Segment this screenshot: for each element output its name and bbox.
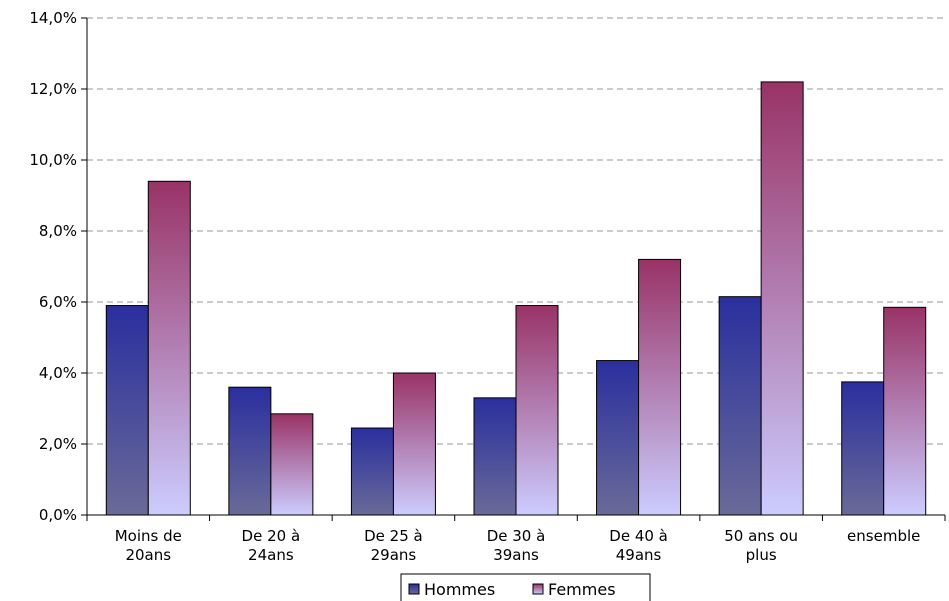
y-tick-label: 6,0%	[39, 293, 77, 311]
bar-femmes	[883, 306, 927, 516]
y-tick-label: 0,0%	[39, 506, 77, 524]
bars	[105, 81, 927, 516]
bar-femmes	[760, 81, 804, 516]
y-tick-label: 14,0%	[29, 9, 77, 27]
x-category-label: De 20 à 24ans	[242, 527, 301, 564]
legend-label-femmes: Femmes	[548, 580, 616, 599]
y-tick-label: 4,0%	[39, 364, 77, 382]
bar-hommes	[105, 305, 149, 516]
y-tick-label: 2,0%	[39, 435, 77, 453]
y-tick-label: 8,0%	[39, 222, 77, 240]
labels: 0,0% 2,0% 4,0% 6,0% 8,0% 10,0% 12,0% 14,0% Moins…	[29, 9, 920, 564]
x-category-label: De 25 à 29ans	[364, 527, 423, 564]
bar-femmes	[147, 180, 191, 516]
bar-hommes	[350, 427, 394, 516]
bar-femmes	[392, 372, 436, 516]
x-category-label: ensemble	[847, 527, 920, 545]
bar-hommes	[718, 296, 762, 516]
y-tick-label: 10,0%	[29, 151, 77, 169]
x-category-label: Moins de 20ans	[115, 527, 182, 564]
bar-hommes	[596, 360, 640, 516]
bar-femmes	[638, 258, 682, 516]
x-category-label: De 30 à 39ans	[487, 527, 546, 564]
bar-hommes	[473, 397, 517, 516]
legend-swatch-femmes	[532, 583, 544, 595]
x-category-label: De 40 à 49ans	[609, 527, 668, 564]
legend-label-hommes: Hommes	[424, 580, 495, 599]
bar-hommes	[228, 386, 272, 516]
bar-femmes	[515, 305, 559, 516]
legend-box	[400, 573, 651, 601]
y-tick-label: 12,0%	[29, 80, 77, 98]
x-category-label: 50 ans ou plus	[724, 527, 798, 564]
bar-femmes	[270, 413, 314, 516]
bar-hommes	[841, 381, 885, 516]
legend: Hommes Femmes	[400, 573, 651, 601]
legend-swatch-hommes	[408, 583, 420, 595]
